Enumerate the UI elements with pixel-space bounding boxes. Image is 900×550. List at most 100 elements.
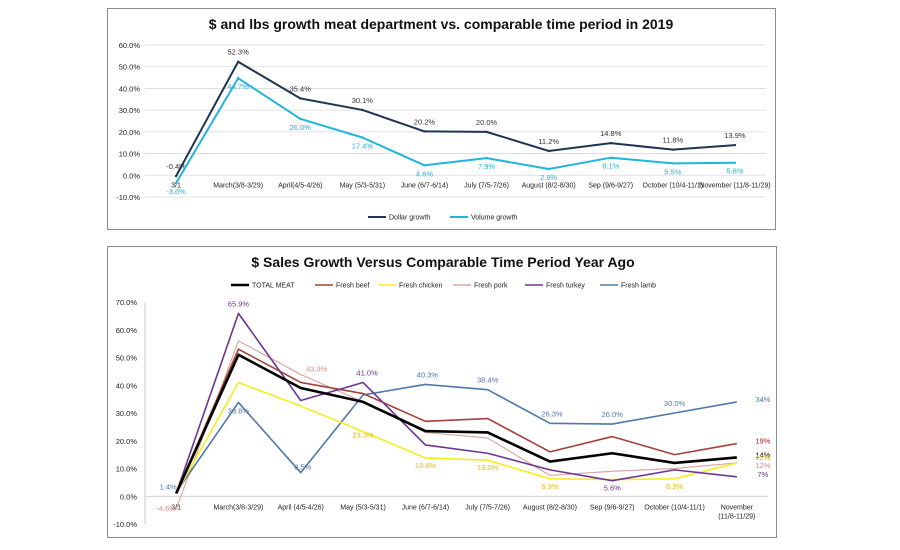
chart2-data-label: -4.6% [156,504,176,513]
chart1-series-line [175,60,736,177]
chart1-data-label: 26.0% [290,123,312,132]
chart2-ytick: 70.0% [116,298,138,307]
chart2-data-label: 13.8% [415,461,437,470]
chart2-legend-label: Fresh pork [474,283,508,290]
chart1-data-label: 11.8% [662,136,683,145]
chart2-series-line [175,381,738,494]
chart1-point [423,130,426,133]
chart2-xtick: November [721,504,754,511]
chart1-point [174,174,178,178]
chart2-legend-label: Fresh turkey [546,283,585,290]
chart1-point [609,141,612,145]
chart2-data-label: 6.3% [666,482,683,491]
chart2-legend-label: Fresh chicken [399,283,443,290]
chart1-xtick: April(4/5-4/26) [278,182,322,189]
chart1-ytick: 30.0% [119,106,141,115]
chart2-series-line [175,348,737,494]
chart1-data-label: -3.6% [166,187,186,196]
chart1-ytick: 50.0% [119,63,141,72]
chart1-ytick: 40.0% [119,84,141,93]
chart2-xtick: August (8/2-8/30) [523,504,577,511]
chart1-title: $ and lbs growth meat department vs. com… [209,16,674,32]
chart1-legend-label: Dollar growth [389,215,430,222]
chart2-data-label: 30.0% [664,399,686,408]
chart2-data-label: 13.0% [477,463,499,472]
chart1-xtick: October (10/4-11/1) [643,182,704,189]
chart2-series-line [175,383,737,493]
chart2-data-label: 12% [755,453,770,462]
chart2-xtick: (11/8-11/29) [718,513,755,520]
chart2-data-label: 38.4% [477,376,499,385]
chart2-ytick: 0.0% [120,492,137,501]
chart2-ytick: 10.0% [116,465,138,474]
chart2-xtick: March(3/8-3/29) [214,504,264,511]
chart1-data-label: 44.7% [228,82,250,91]
chart1-xtick: November (11/8-11/29) [699,182,770,189]
chart1-point [236,77,240,80]
chart1-point [299,117,302,121]
chart1-point [733,161,737,164]
chart2-legend-label: Fresh beef [336,283,370,290]
chart2-xtick: June (6/7-6/14) [402,504,449,511]
chart2-xtick: July (7/5-7/26) [465,504,510,511]
chart1-data-label: 11.2% [538,137,559,146]
chart-panel-sales-growth [107,246,777,538]
chart2-ytick: 40.0% [116,381,138,390]
chart1-ytick: 10.0% [119,150,141,159]
chart2-data-label: 6.3% [541,482,558,491]
chart1-data-label: 14.8% [600,129,622,138]
chart2-ytick: 20.0% [116,437,138,446]
chart2-legend-label: Fresh lamb [621,283,656,290]
chart2-xtick: April (4/5-4/26) [278,504,324,511]
chart2-data-label: 8.5% [294,463,311,472]
chart1-xtick: July (7/5-7/26) [464,182,509,189]
chart2-plot: 70.0% 60.0% 50.0% 40.0% 30.0% 20.0% 10.0% 0.0% -… [113,283,770,530]
chart1-point [361,108,364,112]
chart1-xtick: June (6/7-6/14) [401,182,448,189]
chart1-point [547,167,550,171]
chart1-data-label: 7.9% [478,162,495,171]
chart1-data-label: 5.5% [664,167,681,176]
chart2-data-label: 19% [755,437,770,446]
chart2-title: $ Sales Growth Versus Comparable Time Pe… [251,254,634,270]
chart1-point [299,97,302,100]
chart2-data-label: 14% [755,450,770,459]
chart1-data-label: 30.1% [352,96,374,105]
chart2-ytick: 60.0% [116,326,138,335]
chart1-point [485,156,488,160]
chart2-xtick: October (10/4-11/1) [644,504,705,511]
chart1-point [174,181,178,185]
chart2-data-label: 26.0% [602,410,624,419]
chart1-data-label: 17.4% [352,142,374,151]
chart1-series-line [175,77,735,184]
chart2-xtick: May (5/3-5/31) [340,504,386,511]
chart1-xtick: Sep (9/6-9/27) [588,182,633,189]
chart1-data-label: 35.4% [290,84,312,93]
chart2-series-line [174,353,737,495]
chart2-data-label: 12% [755,461,770,470]
chart1-data-label: 20.0% [476,118,498,127]
chart2-data-label: 65.9% [228,299,250,308]
chart1-data-label: -0.4% [166,162,186,171]
chart1-point [671,148,675,151]
chart1-data-label: 5.8% [726,167,743,176]
chart1-point [547,149,550,153]
chart1-data-label: 52.3% [228,48,250,57]
chart2-data-label: 34% [755,395,770,404]
chart1-ytick: -10.0% [116,193,140,202]
chart1-ytick: 20.0% [119,128,141,137]
chart2-legend-label: TOTAL MEAT [252,283,295,290]
chart1-plot: 60.0% 50.0% 40.0% 30.0% 20.0% 10.0% 0.0% -10.0%… [116,41,770,222]
chart2-data-label: 40.3% [417,370,439,379]
chart2-series-line [175,312,737,494]
chart1-data-label: 8.1% [602,162,619,171]
chart1-point [671,162,675,165]
chart2-data-label: 26.3% [541,409,563,418]
chart2-data-label: 43.9% [306,364,328,373]
chart2-data-label: 33.8% [228,406,250,415]
chart2-ytick: 30.0% [116,409,138,418]
chart1-point [423,164,426,167]
chart2-data-label: 5.6% [604,484,621,493]
chart1-data-label: 13.9% [724,131,746,140]
